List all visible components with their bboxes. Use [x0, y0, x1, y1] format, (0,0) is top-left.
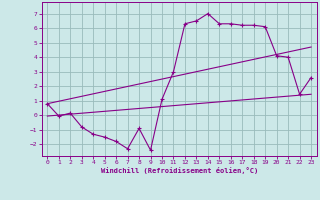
X-axis label: Windchill (Refroidissement éolien,°C): Windchill (Refroidissement éolien,°C) [100, 167, 258, 174]
